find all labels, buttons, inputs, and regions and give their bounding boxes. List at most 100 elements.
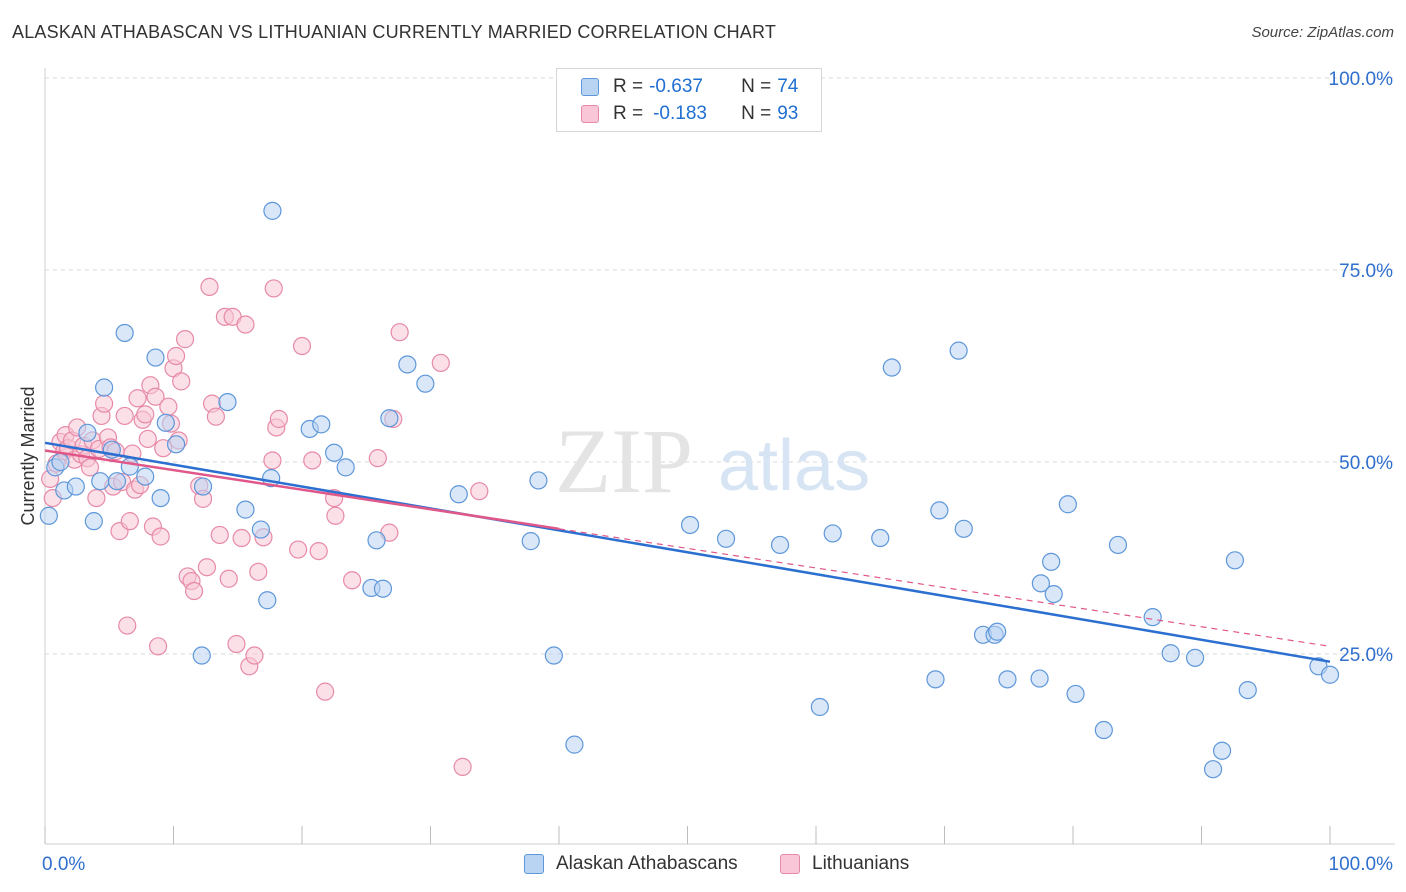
y-axis-label: Currently Married [18,386,38,525]
data-point [200,277,219,296]
data-point [1108,535,1128,555]
data-point [148,637,168,656]
data-point [192,646,211,665]
data-point [95,378,114,397]
data-point [269,409,288,429]
legend-swatch-pink [581,105,599,123]
data-point [264,279,283,298]
data-point [51,452,70,472]
legend-r-value: -0.183 [653,103,707,124]
data-point [1161,644,1180,663]
legend-row-lithuanian: R = -0.183 N = 93 [581,101,798,127]
trend-lines [44,441,1331,663]
data-point [166,346,186,366]
data-point [218,392,237,412]
x-tick-labels: 0.0% 100.0% [42,854,1393,875]
data-point [930,501,949,520]
data-point [166,435,186,454]
data-point [197,558,217,577]
data-point [80,458,100,477]
data-point [136,467,155,486]
legend-row-athabascan: R = -0.637 N = 74 [581,74,798,100]
bottom-legend-athabascan: Alaskan Athabascans [524,852,738,876]
data-point [316,682,335,701]
data-point [680,515,700,535]
watermark-atlas: atlas [718,426,870,506]
legend-r-label: R = [613,76,644,97]
data-point [1320,665,1340,684]
legend-r-value: -0.637 [649,76,703,97]
axes [44,68,1395,845]
data-point [249,562,268,581]
y-tick-label: 100.0% [1329,69,1394,90]
data-point [206,407,226,426]
legend-swatch-blue [581,78,599,96]
data-point [39,506,58,525]
data-point [91,472,110,491]
data-point [312,415,331,434]
data-point [120,457,139,476]
data-point [1185,648,1205,667]
data-point [1058,495,1077,514]
bottom-swatch-pink [780,854,800,874]
y-tick-label: 25.0% [1339,645,1393,666]
data-point [232,528,251,548]
data-point [810,697,829,717]
data-point [1030,669,1049,688]
data-point [336,458,355,477]
data-point [926,670,945,689]
data-point [66,477,85,496]
data-point [1203,760,1223,779]
x-tick-label: 100.0% [1329,854,1394,875]
watermark-zip: ZIP [555,410,693,512]
data-point [184,581,204,601]
data-point [258,591,277,610]
data-point [146,348,165,367]
data-point [115,323,134,343]
data-point [1042,552,1061,571]
y-tick-label: 50.0% [1339,453,1393,474]
correlation-legend: R = -0.637 N = 74 R = -0.183 N = 93 [556,68,822,132]
data-point [882,358,901,377]
data-point [210,525,229,545]
data-point [373,579,393,598]
data-point [156,413,175,432]
data-point [998,670,1017,689]
data-point [151,527,170,546]
chart-title: ALASKAN ATHABASCAN VS LITHUANIAN CURRENT… [12,22,777,42]
data-point [823,524,842,543]
data-point [309,541,328,561]
data-point [95,394,114,413]
data-point [115,406,134,426]
data-point [544,646,563,665]
data-point [390,323,409,342]
data-point [380,409,399,428]
data-point [193,477,213,496]
data-point [172,372,191,391]
data-point [303,451,322,470]
data-point [245,646,264,665]
y-tick-label: 75.0% [1339,261,1393,282]
data-point [292,336,312,356]
data-point [325,443,344,462]
data-point [949,341,968,360]
data-point [954,519,973,538]
data-point [326,506,345,525]
bottom-legend-lithuanian: Lithuanians [780,852,909,876]
data-point [988,622,1007,641]
legend-n-label: N = [741,103,772,124]
data-point [449,485,468,504]
bottom-swatch-blue [524,854,544,874]
data-point [1066,684,1085,704]
trend-line-athabascan [44,441,1331,663]
data-point [236,315,255,334]
legend-r-label: R = [613,103,644,124]
data-point [289,540,308,559]
data-point [367,531,386,550]
data-point [1044,584,1063,604]
data-point [251,520,270,539]
legend-n-label: N = [741,76,772,97]
data-point [1143,608,1162,627]
data-point [416,374,435,393]
